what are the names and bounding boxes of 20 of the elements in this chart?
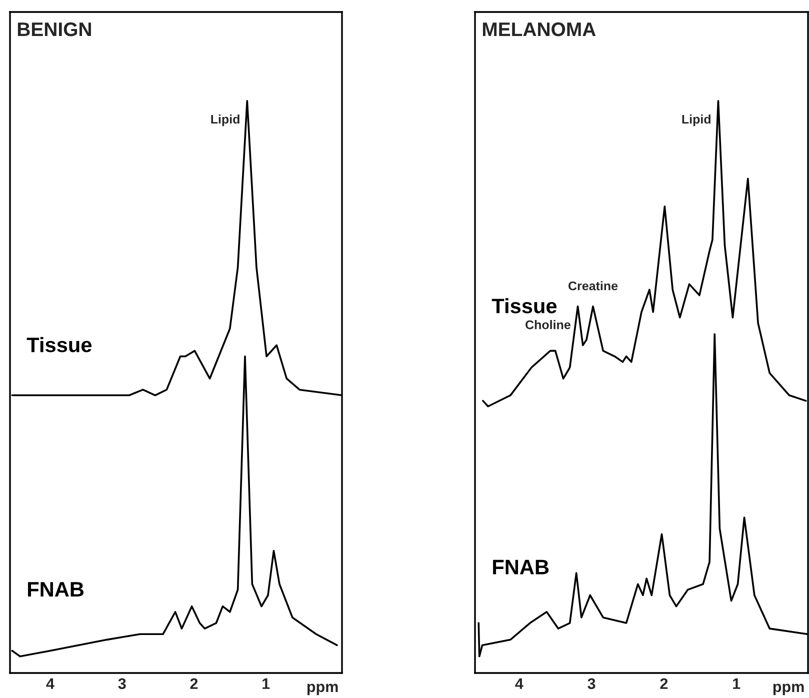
x-tick-label: 3 xyxy=(118,678,126,690)
annotation: Lipid xyxy=(682,114,710,126)
text: FNAB xyxy=(28,582,84,596)
annotation: Lipid xyxy=(211,114,240,126)
series-label: FNAB xyxy=(493,560,549,574)
chart-title: BENIGN xyxy=(18,22,91,36)
x-axis-title: ppm xyxy=(307,684,338,696)
x-tick-label: 3 xyxy=(588,678,596,690)
x-tick-label: 2 xyxy=(190,678,198,689)
x-tick-label: 2 xyxy=(660,678,668,689)
text: Tissue xyxy=(26,336,92,352)
x-tick-label: 4 xyxy=(515,678,524,689)
chart-title: MELANOMA xyxy=(482,22,596,36)
x-tick-label: 1 xyxy=(733,678,740,689)
x-tick-label: 4 xyxy=(46,678,54,689)
series-label: Tissue xyxy=(492,298,557,314)
annotation: Choline xyxy=(526,320,570,330)
x-axis-title: ppm xyxy=(773,684,804,696)
annotation: Creatine xyxy=(568,281,618,290)
x-tick-label: 1 xyxy=(262,678,270,689)
